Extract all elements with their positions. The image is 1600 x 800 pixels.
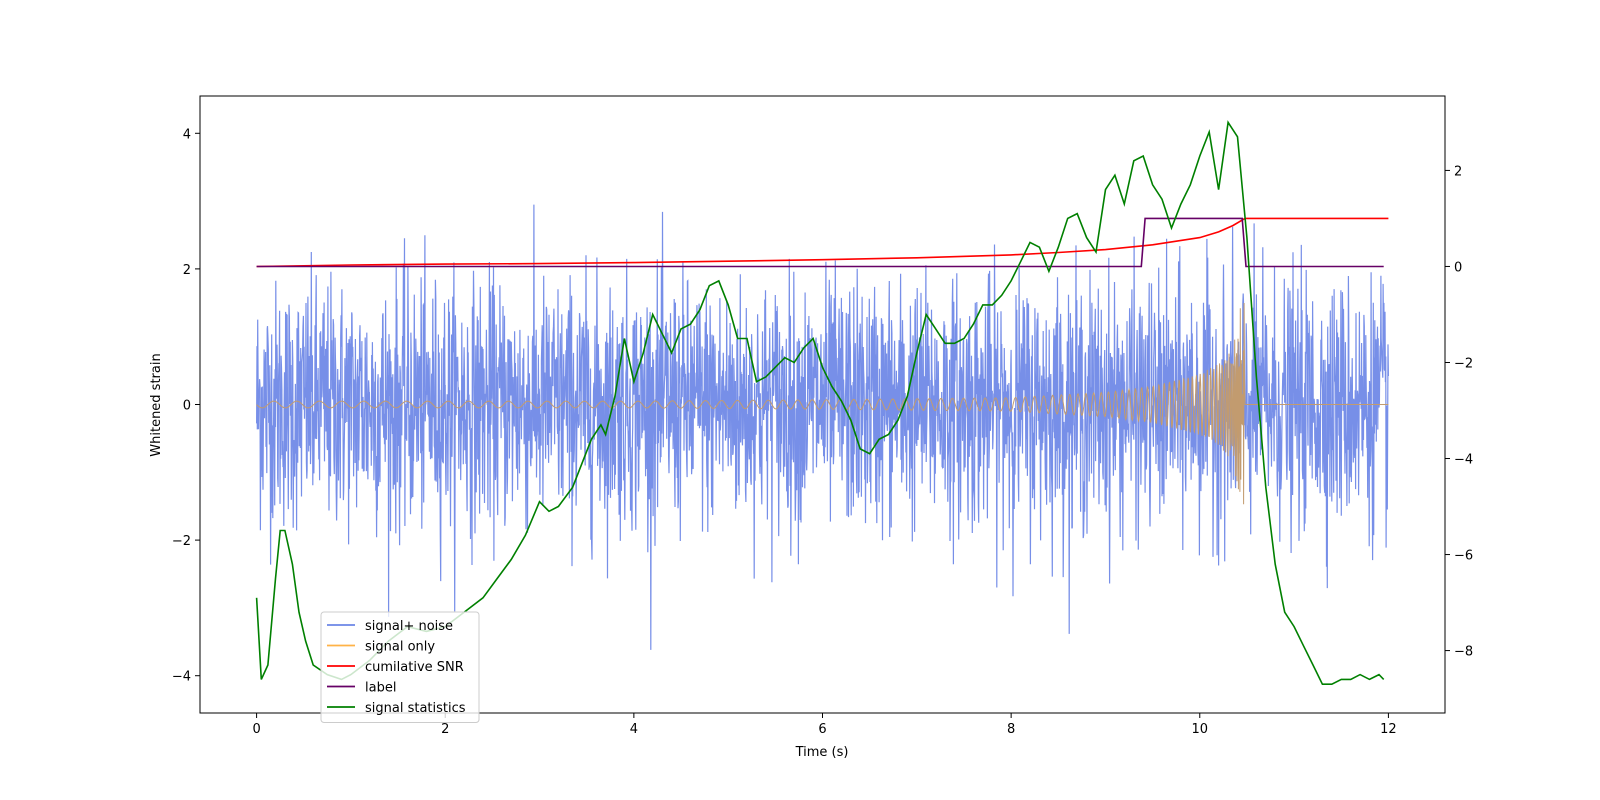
series-signal-only-line: [256, 302, 1389, 505]
x-tick-label: 10: [1191, 722, 1208, 737]
legend-label: cumilative SNR: [365, 660, 464, 675]
y-right-tick-label: 2: [1454, 164, 1462, 179]
legend: signal+ noise signal only cumilative SNR la…: [320, 611, 480, 723]
x-axis-label: Time (s): [795, 745, 849, 760]
y-right-tick-label: −2: [1454, 356, 1473, 371]
y-axis-left: −4 −2 0 2 4: [172, 127, 200, 685]
legend-label: signal+ noise: [365, 619, 453, 634]
x-tick-label: 2: [441, 722, 449, 737]
y-axis-left-label: Whitened strain: [149, 353, 164, 456]
y-left-tick-label: 2: [183, 263, 191, 278]
x-tick-label: 4: [630, 722, 638, 737]
x-tick-label: 6: [818, 722, 826, 737]
x-axis: 0 2 4 6 8 10 12: [252, 713, 1397, 737]
y-left-tick-label: 0: [183, 399, 191, 414]
x-tick-label: 8: [1007, 722, 1015, 737]
y-right-tick-label: 0: [1454, 260, 1462, 275]
series-cumilative-snr-line: [256, 217, 1389, 268]
series-label-line: [256, 217, 1384, 268]
y-right-tick-label: −8: [1454, 645, 1473, 660]
x-tick-label: 12: [1380, 722, 1397, 737]
y-right-tick-label: −4: [1454, 453, 1473, 468]
y-left-tick-label: −2: [172, 534, 191, 549]
legend-label: label: [365, 681, 396, 696]
legend-label: signal only: [365, 640, 435, 655]
legend-box: [320, 611, 480, 723]
series-signal-statistics-line: [255, 120, 1385, 686]
y-left-tick-label: −4: [172, 670, 191, 685]
x-tick-label: 0: [252, 722, 260, 737]
y-axis-right: −8 −6 −4 −2 0 2: [1445, 164, 1473, 660]
y-right-tick-label: −6: [1454, 549, 1473, 564]
legend-label: signal statistics: [365, 701, 466, 716]
y-left-tick-label: 4: [183, 127, 191, 142]
series-layer: [255, 120, 1389, 686]
